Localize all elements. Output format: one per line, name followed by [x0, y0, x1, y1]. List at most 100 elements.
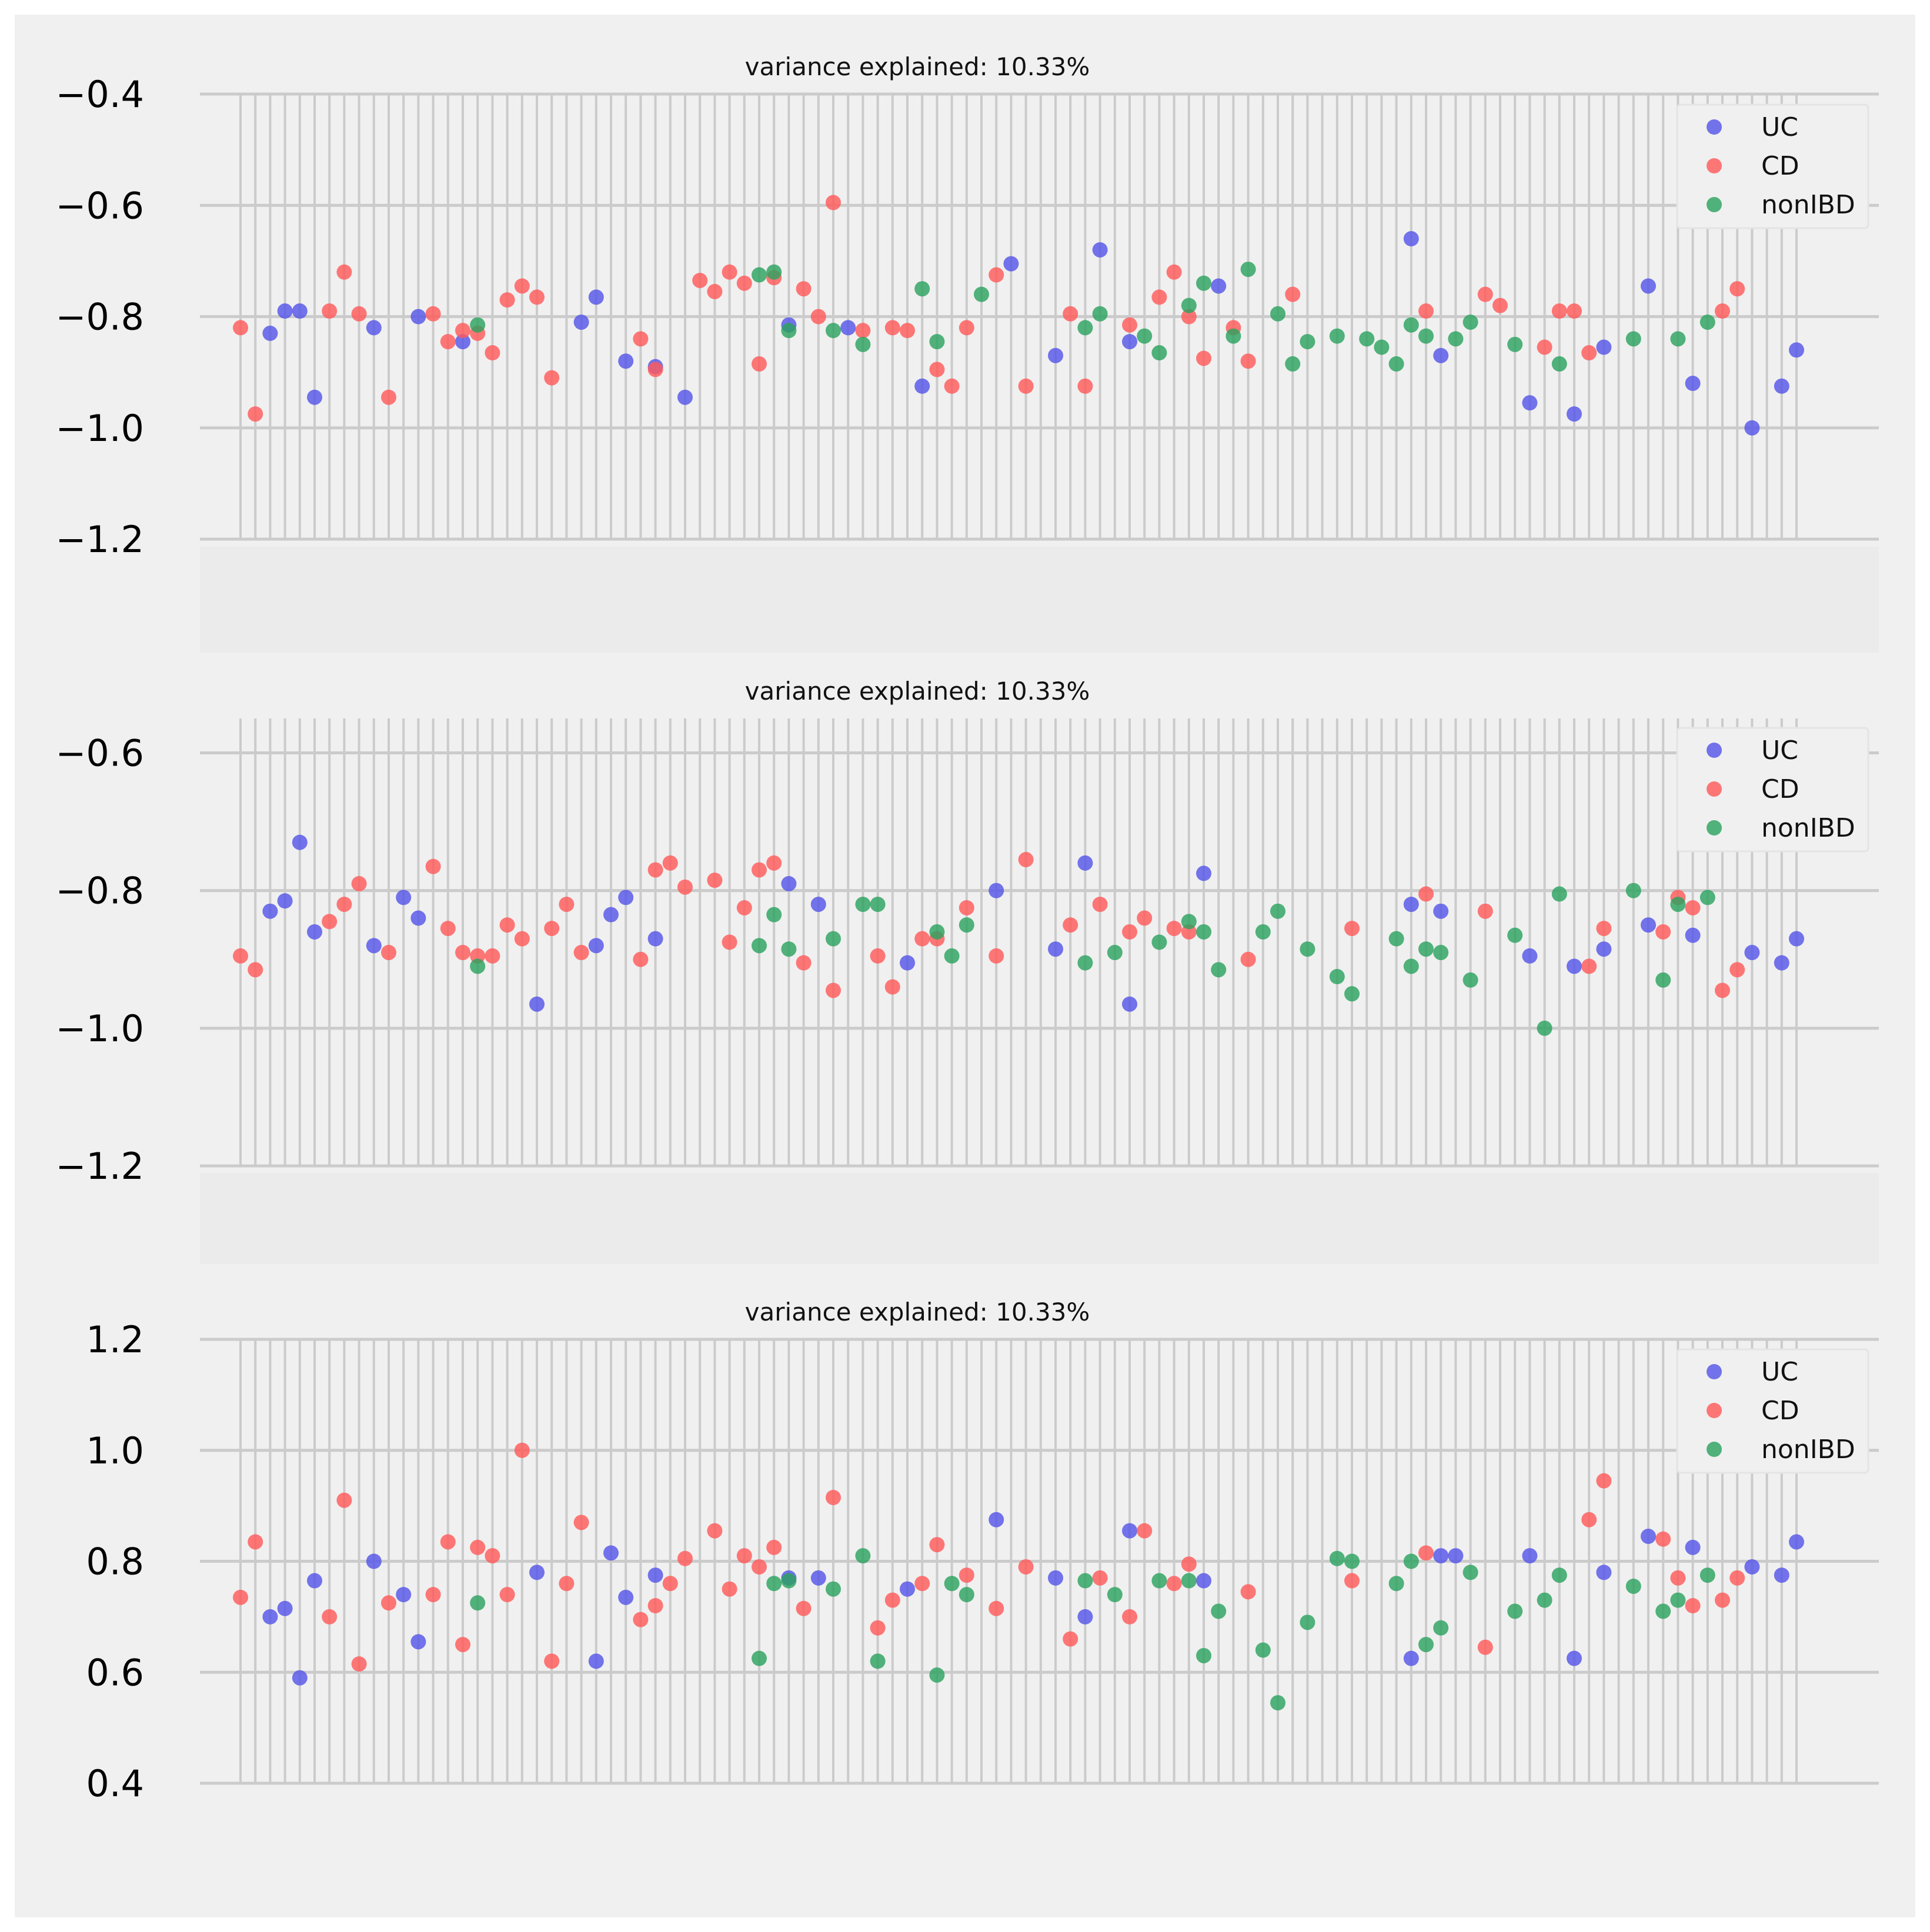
data-point-CD — [1581, 958, 1597, 974]
data-point-CD — [1181, 1556, 1197, 1572]
data-point-UC — [1596, 941, 1612, 957]
data-point-UC — [307, 924, 322, 940]
data-point-CD — [1344, 1573, 1360, 1589]
data-point-UC — [1077, 1609, 1093, 1625]
data-point-CD — [544, 1653, 560, 1669]
data-point-CD — [1581, 345, 1597, 361]
data-point-CD — [351, 1656, 367, 1672]
legend: UC CD nonIBD — [1676, 1348, 1869, 1474]
data-point-nonIBD — [1077, 320, 1093, 336]
data-point-nonIBD — [1418, 941, 1434, 957]
data-point-UC — [1641, 917, 1656, 933]
legend-label-nonIBD: nonIBD — [1761, 1435, 1855, 1465]
data-point-nonIBD — [944, 1576, 960, 1592]
data-point-CD — [1581, 1512, 1597, 1527]
data-point-CD — [826, 1489, 841, 1505]
data-point-UC — [307, 1573, 322, 1589]
data-point-CD — [929, 362, 945, 377]
data-point-UC — [410, 910, 426, 926]
data-point-CD — [707, 873, 723, 888]
data-point-nonIBD — [855, 1548, 871, 1564]
data-point-nonIBD — [1196, 1647, 1211, 1663]
data-point-CD — [736, 1548, 752, 1564]
data-point-CD — [1685, 1598, 1701, 1613]
y-tick-label: 1.0 — [86, 1429, 144, 1472]
data-point-CD — [677, 879, 693, 895]
data-point-nonIBD — [1240, 262, 1256, 278]
data-point-UC — [647, 931, 663, 947]
data-point-UC — [1685, 1539, 1701, 1555]
data-point-CD — [959, 1567, 974, 1583]
data-point-UC — [1789, 931, 1804, 947]
data-point-CD — [826, 195, 841, 210]
data-point-UC — [1744, 945, 1760, 961]
legend-label-UC: UC — [1761, 1357, 1798, 1387]
horizontal-gridlines: −0.6 −0.8 −1.0 −1.2 — [55, 732, 1879, 1188]
data-point-nonIBD — [1107, 945, 1123, 961]
data-point-UC — [529, 996, 545, 1012]
data-point-nonIBD — [1670, 897, 1686, 912]
data-point-UC — [1003, 256, 1019, 272]
data-point-nonIBD — [1270, 1695, 1285, 1711]
data-point-CD — [248, 406, 263, 422]
data-point-CD — [1567, 303, 1582, 319]
data-point-nonIBD — [1670, 1592, 1686, 1608]
data-point-CD — [425, 306, 441, 322]
data-point-UC — [618, 1589, 634, 1605]
data-point-UC — [1789, 1534, 1804, 1550]
data-point-CD — [914, 1576, 930, 1592]
data-point-CD — [1122, 1609, 1137, 1625]
data-point-CD — [233, 320, 248, 336]
data-point-nonIBD — [1388, 1576, 1404, 1592]
data-point-UC — [1092, 242, 1108, 258]
data-point-CD — [796, 1600, 812, 1616]
subplot-title: variance explained: 10.33% — [745, 677, 1090, 706]
series-nonIBD — [470, 262, 1715, 372]
data-point-nonIBD — [1181, 298, 1197, 313]
data-point-UC — [1522, 1548, 1538, 1564]
data-point-CD — [1240, 353, 1256, 369]
data-point-UC — [366, 1553, 382, 1569]
data-point-nonIBD — [870, 897, 886, 912]
data-point-CD — [1670, 1570, 1686, 1586]
data-point-CD — [736, 275, 752, 291]
legend: UC CD nonIBD — [1676, 103, 1869, 229]
legend-label-UC: UC — [1761, 736, 1798, 766]
data-point-UC — [1789, 342, 1804, 358]
data-point-UC — [900, 955, 915, 971]
data-point-nonIBD — [826, 931, 841, 947]
data-point-CD — [884, 320, 900, 336]
data-point-CD — [722, 264, 737, 280]
data-point-CD — [455, 323, 470, 339]
data-point-CD — [633, 951, 649, 967]
data-point-nonIBD — [1255, 1642, 1271, 1658]
subplot-title: variance explained: 10.33% — [745, 1298, 1090, 1326]
data-point-CD — [959, 900, 974, 915]
data-point-UC — [588, 1653, 604, 1669]
data-point-UC — [292, 1670, 308, 1686]
data-point-CD — [722, 1581, 737, 1597]
data-point-UC — [455, 334, 470, 350]
series-nonIBD — [470, 1548, 1715, 1711]
data-point-CD — [884, 979, 900, 995]
data-point-CD — [322, 303, 338, 319]
data-point-CD — [692, 272, 708, 288]
data-point-UC — [1403, 231, 1419, 247]
data-point-CD — [707, 283, 723, 299]
data-point-CD — [1477, 903, 1493, 919]
y-tick-label: −0.6 — [55, 184, 144, 227]
data-point-CD — [529, 289, 545, 305]
data-point-CD — [499, 1587, 515, 1603]
data-point-CD — [1492, 298, 1508, 313]
data-point-nonIBD — [1196, 275, 1211, 291]
data-point-CD — [1092, 1570, 1108, 1586]
data-point-nonIBD — [1699, 1567, 1715, 1583]
data-point-UC — [1433, 1548, 1449, 1564]
data-point-CD — [1477, 1639, 1493, 1655]
data-point-nonIBD — [944, 948, 960, 964]
data-point-UC — [366, 938, 382, 954]
data-point-nonIBD — [959, 917, 974, 933]
data-point-nonIBD — [929, 924, 945, 940]
data-point-CD — [1596, 1473, 1612, 1489]
data-point-CD — [1196, 350, 1211, 366]
